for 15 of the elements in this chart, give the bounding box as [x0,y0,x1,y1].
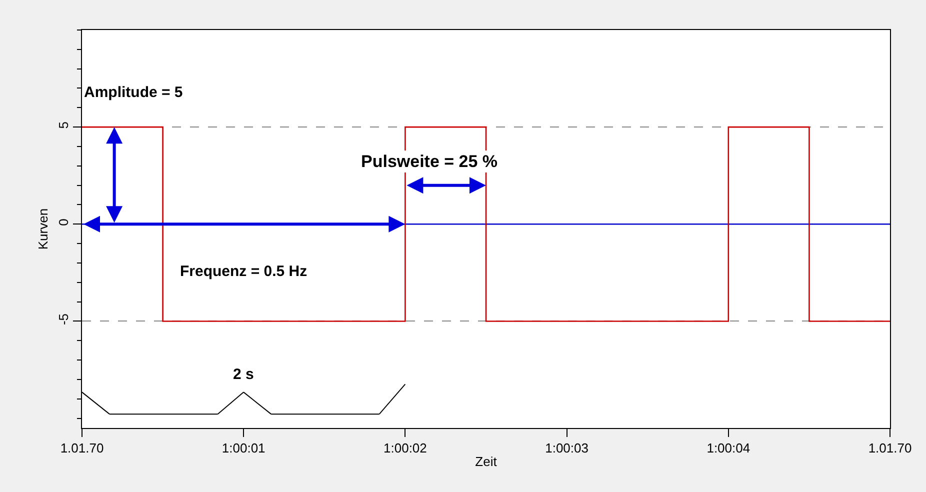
annotation: Frequenz = 0.5 Hz [180,263,308,280]
annotation: Pulsweite = 25 % [361,152,498,171]
x-tick-label: 1:00:03 [545,440,588,456]
y-tick-label: -5 [56,313,71,326]
y-tick-label: 0 [56,218,71,226]
y-tick-label: 5 [56,122,71,129]
annotation: Amplitude = 5 [84,84,183,101]
x-tick-label: 1.01.70 [60,440,104,456]
annotation: 2 s [233,366,254,383]
x-tick-label: 1:00:02 [384,440,427,456]
x-tick-label: 1.01.70 [868,440,912,456]
x-tick-label: 1:00:04 [706,440,750,456]
x-tick-label: 1:00:01 [222,440,266,456]
x-axis-title: Zeit [475,454,498,470]
y-axis-title: Kurven [36,208,51,250]
